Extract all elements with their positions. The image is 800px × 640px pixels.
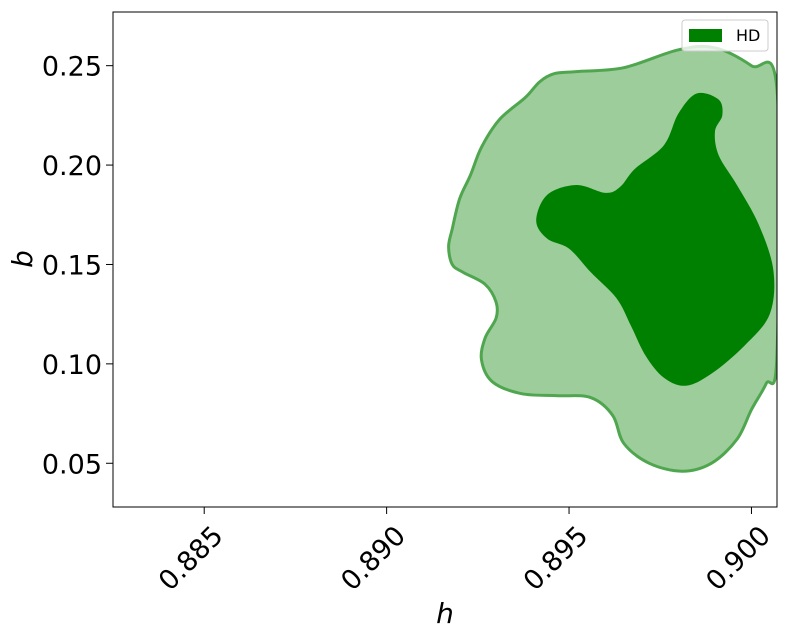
y-tick-label: 0.15 — [42, 250, 102, 281]
y-tick-label: 0.20 — [42, 151, 102, 182]
y-tick-label: 0.05 — [42, 449, 102, 480]
x-axis: 0.885 0.890 0.895 0.900 — [153, 507, 777, 597]
plot-frame — [112, 11, 778, 508]
x-tick-label: 0.885 — [153, 520, 230, 597]
x-tick-label: 0.890 — [335, 520, 412, 597]
x-axis-label: h — [436, 597, 454, 630]
y-tick-label: 0.25 — [42, 52, 102, 83]
y-tick-label: 0.10 — [42, 350, 102, 381]
legend-patch — [689, 29, 722, 42]
x-tick-label: 0.900 — [700, 520, 777, 597]
hd-inner-contour — [536, 92, 775, 386]
legend-label: HD — [736, 26, 760, 45]
y-axis-label: b — [6, 250, 39, 268]
legend: HD — [681, 19, 769, 52]
y-axis: 0.05 0.10 0.15 0.20 0.25 — [42, 52, 113, 480]
x-tick-label: 0.895 — [518, 520, 595, 597]
legend-frame — [681, 19, 769, 52]
plot-area — [447, 44, 777, 473]
